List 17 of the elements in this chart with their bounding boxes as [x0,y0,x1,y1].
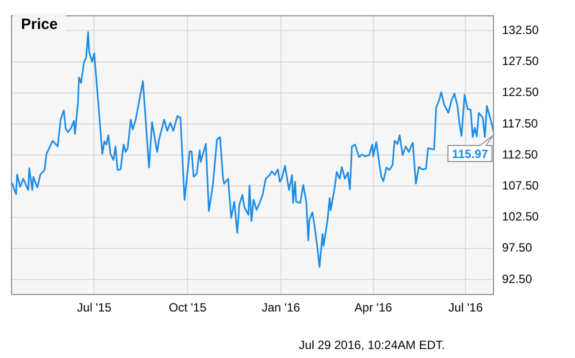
chart-title: Price [13,13,66,36]
x-tick-label: Apr '16 [354,300,392,315]
y-tick-label: 92.50 [502,272,532,286]
y-tick-label: 122.50 [502,85,540,100]
annotation: 115.97 [452,146,488,161]
y-tick-label: 112.50 [502,147,538,162]
x-tick-label: Jan '16 [262,300,300,315]
x-tick-label: Oct '15 [168,300,207,315]
x-tick-label: Jul '16 [448,300,484,315]
y-tick-label: 132.50 [502,23,540,38]
y-tick-label: 97.50 [502,240,532,255]
y-tick-label: 127.50 [502,54,540,68]
y-tick-label: 117.50 [502,116,538,130]
y-tick-label: 102.50 [502,210,540,224]
x-tick-label: Jul '15 [77,300,112,315]
y-tick-label: 107.50 [502,178,540,192]
text: Jul 29 2016, 10:24AM EDT. [298,338,445,352]
